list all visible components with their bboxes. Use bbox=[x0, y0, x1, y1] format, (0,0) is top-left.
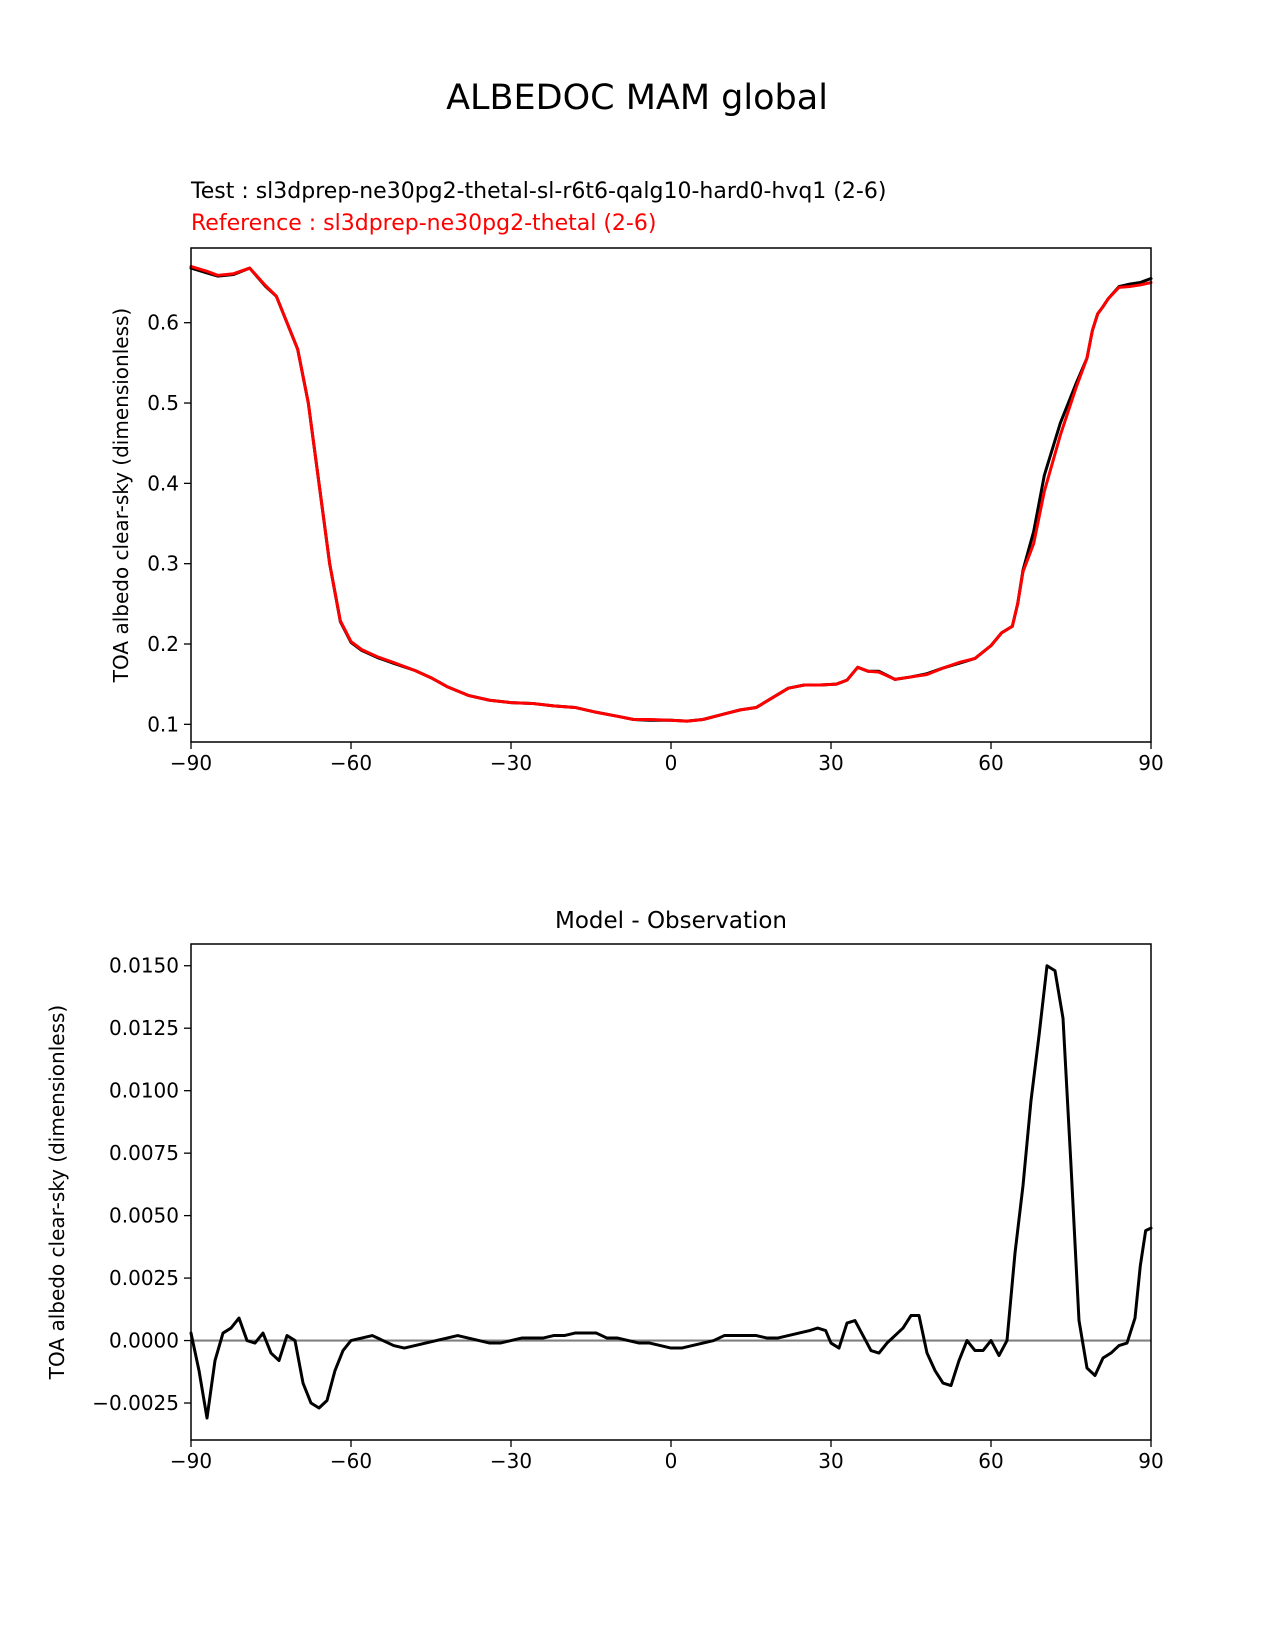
y-tick-label: −0.0025 bbox=[92, 1391, 179, 1415]
bottom-y-axis-label: TOA albedo clear-sky (dimensionless) bbox=[45, 1005, 69, 1380]
x-tick-label: −30 bbox=[490, 751, 532, 775]
x-tick-label: 90 bbox=[1138, 751, 1163, 775]
series-line-1 bbox=[189, 264, 1153, 723]
bottom-panel: Model - Observation −90 −60 −30 0 30 60 90 −0.… bbox=[45, 908, 1164, 1473]
x-tick-label: 30 bbox=[818, 1449, 843, 1473]
y-tick-label: 0.0150 bbox=[109, 954, 179, 978]
figure-title: ALBEDOC MAM global bbox=[446, 78, 828, 118]
y-tick-label: 0.5 bbox=[147, 391, 179, 415]
bottom-axes-frame bbox=[190, 943, 1152, 1441]
y-tick-label: 0.0100 bbox=[109, 1079, 179, 1103]
y-tick-label: 0.4 bbox=[147, 471, 179, 495]
bottom-y-axis: −0.0025 0.0000 0.0025 0.0050 0.0075 0.0100 0.0… bbox=[92, 954, 191, 1415]
x-tick-label: 0 bbox=[665, 1449, 678, 1473]
x-tick-label: −60 bbox=[330, 751, 372, 775]
series-line-0 bbox=[189, 964, 1153, 1420]
y-tick-label: 0.0025 bbox=[109, 1266, 179, 1290]
x-tick-label: 60 bbox=[978, 1449, 1003, 1473]
y-tick-label: 0.3 bbox=[147, 552, 179, 576]
top-axes-frame bbox=[190, 247, 1152, 743]
y-tick-label: 0.0050 bbox=[109, 1204, 179, 1228]
bottom-plot-area bbox=[189, 964, 1153, 1420]
bottom-x-axis: −90 −60 −30 0 30 60 90 bbox=[170, 1440, 1164, 1473]
y-tick-label: 0.1 bbox=[147, 712, 179, 736]
top-y-axis-label: TOA albedo clear-sky (dimensionless) bbox=[109, 308, 133, 683]
test-label: Test : sl3dprep-ne30pg2-thetal-sl-r6t6-q… bbox=[190, 179, 886, 204]
x-tick-label: −90 bbox=[170, 1449, 212, 1473]
y-tick-label: 0.0000 bbox=[109, 1329, 179, 1353]
top-x-axis: −90 −60 −30 0 30 60 90 bbox=[170, 742, 1164, 775]
reference-label: Reference : sl3dprep-ne30pg2-thetal (2-6… bbox=[191, 211, 656, 236]
x-tick-label: 90 bbox=[1138, 1449, 1163, 1473]
x-tick-label: −30 bbox=[490, 1449, 532, 1473]
y-tick-label: 0.2 bbox=[147, 632, 179, 656]
x-tick-label: 0 bbox=[665, 751, 678, 775]
y-tick-label: 0.6 bbox=[147, 311, 179, 335]
x-tick-label: 60 bbox=[978, 751, 1003, 775]
y-tick-label: 0.0125 bbox=[109, 1016, 179, 1040]
x-tick-label: −90 bbox=[170, 751, 212, 775]
x-tick-label: −60 bbox=[330, 1449, 372, 1473]
top-panel: Test : sl3dprep-ne30pg2-thetal-sl-r6t6-q… bbox=[109, 179, 1164, 775]
top-y-axis: 0.1 0.2 0.3 0.4 0.5 0.6 bbox=[147, 311, 191, 736]
series-line-0 bbox=[189, 266, 1153, 723]
bottom-panel-title: Model - Observation bbox=[555, 908, 787, 934]
x-tick-label: 30 bbox=[818, 751, 843, 775]
top-plot-area bbox=[189, 264, 1153, 723]
y-tick-label: 0.0075 bbox=[109, 1141, 179, 1165]
